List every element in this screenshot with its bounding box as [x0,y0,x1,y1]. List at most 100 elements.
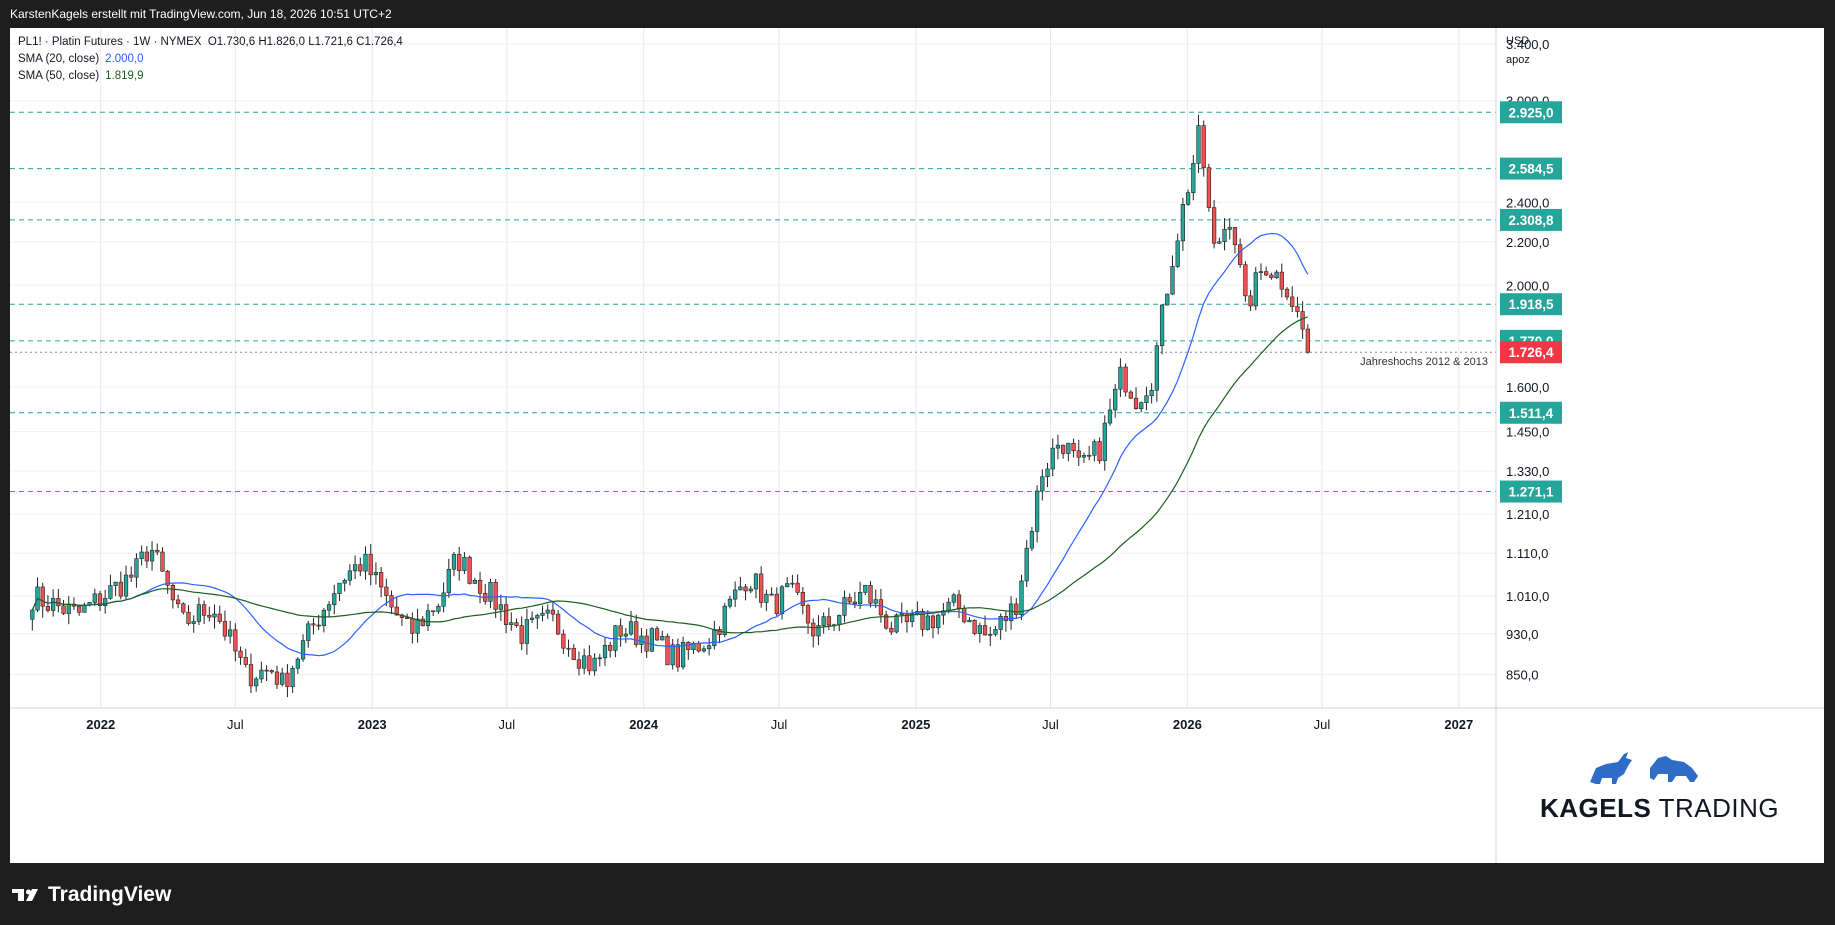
candle-body [993,629,998,635]
candle-body [1284,288,1290,298]
x-tick-label: 2024 [629,717,659,732]
candle-body [264,669,269,672]
candle-body [873,599,878,604]
candle-body [1201,125,1206,168]
candle-body [254,678,259,687]
legend-sma20-label: SMA (20, close) [18,53,100,65]
candle-body [529,617,535,620]
y-tick-label: 2.200,0 [1506,235,1549,250]
candle-body [165,570,170,586]
candle-body [972,619,977,634]
sma50-line [31,316,1309,634]
candle-body [759,573,764,603]
candle-body [1008,603,1014,622]
tradingview-logo[interactable]: TradingView [12,880,171,910]
candle-body [727,598,733,607]
candle-body [1144,395,1149,403]
candle-body [436,605,441,612]
candle-body [592,657,597,672]
candle-body [108,585,113,599]
candle-body [701,648,707,652]
candle-body [837,615,842,626]
candle-body [1061,444,1066,454]
x-tick-label: 2023 [358,717,387,732]
candle-body [207,614,212,618]
candle-body [493,581,498,610]
candle-body [191,621,196,624]
candle-body [764,593,769,603]
legend-sma20-row[interactable]: SMA (20, close) 2.000,0 [18,51,403,68]
candle-body [1128,391,1133,399]
candle-body [446,568,451,594]
candle-body [1024,547,1029,582]
candle-body [1029,531,1035,549]
candle-body [462,556,467,571]
tradingview-logo-icon [12,889,38,901]
candle-body [811,622,816,637]
candle-body [743,586,748,592]
candle-body [889,627,894,633]
candle-body [1279,271,1284,290]
candle-body [155,549,160,553]
candle-body [82,604,87,613]
brand-part1: KAGELS [1540,793,1652,823]
chart-canvas[interactable]: 2022 Jul 2023 Jul 2024 Jul 2025 Jul 2026 Jul 2027 3… [10,28,1824,863]
candle-body [181,603,186,613]
candle-body [290,667,295,687]
candle-body [920,610,925,630]
candle-body [509,622,514,625]
candle-body [280,672,285,685]
candle-body [795,582,800,593]
y-tick-label: 1.210,0 [1506,507,1549,522]
level-tag [1500,401,1562,424]
candle-body [1139,402,1144,409]
candle-body [61,605,66,614]
candle-body [243,657,248,665]
candle-body [571,647,576,661]
legend-sma50-value: 1.819,9 [105,70,144,82]
candle-body [1206,167,1212,208]
candle-body [1290,296,1295,307]
candle-body [405,617,410,619]
candle-body [884,614,889,629]
candle-body [597,657,602,660]
candle-body [337,582,342,594]
candle-body [306,623,311,641]
candle-body [40,586,45,607]
candle-body [946,601,951,612]
candle-body [389,595,394,608]
candle-body [706,645,712,650]
candle-body [790,582,795,585]
candle-body [941,610,946,616]
candle-body [269,670,274,673]
candle-body [925,615,930,630]
candle-body [608,644,613,651]
candle-body [842,597,847,616]
chart-panel[interactable]: 2022 Jul 2023 Jul 2024 Jul 2025 Jul 2026 Jul 2027 3… [10,28,1824,863]
candle-body [1019,580,1024,615]
candle-body [847,597,852,603]
brand-watermark: KAGELS TRADING [1540,748,1780,824]
candle-body [540,612,545,616]
candle-body [295,658,300,669]
candle-body [602,644,608,659]
y-tick-label: 2.400,0 [1506,195,1549,210]
candle-body [894,614,899,633]
candle-body [967,619,972,623]
candle-body [186,611,191,624]
candle-body [1123,366,1128,393]
candle-body [368,553,373,576]
candle-body [1253,272,1258,307]
candle-body [285,672,290,687]
candle-body [1097,441,1102,462]
candle-body [394,606,399,616]
candle-body [56,598,61,607]
candle-body [1191,163,1196,193]
candle-body [113,581,118,586]
candle-body [1034,490,1040,532]
x-tick-label: Jul [771,717,788,732]
legend-sma50-row[interactable]: SMA (50, close) 1.819,9 [18,68,403,85]
level-tag [1500,157,1562,180]
candle-body [373,572,379,576]
bull-bear-logo-icon [1590,752,1698,784]
